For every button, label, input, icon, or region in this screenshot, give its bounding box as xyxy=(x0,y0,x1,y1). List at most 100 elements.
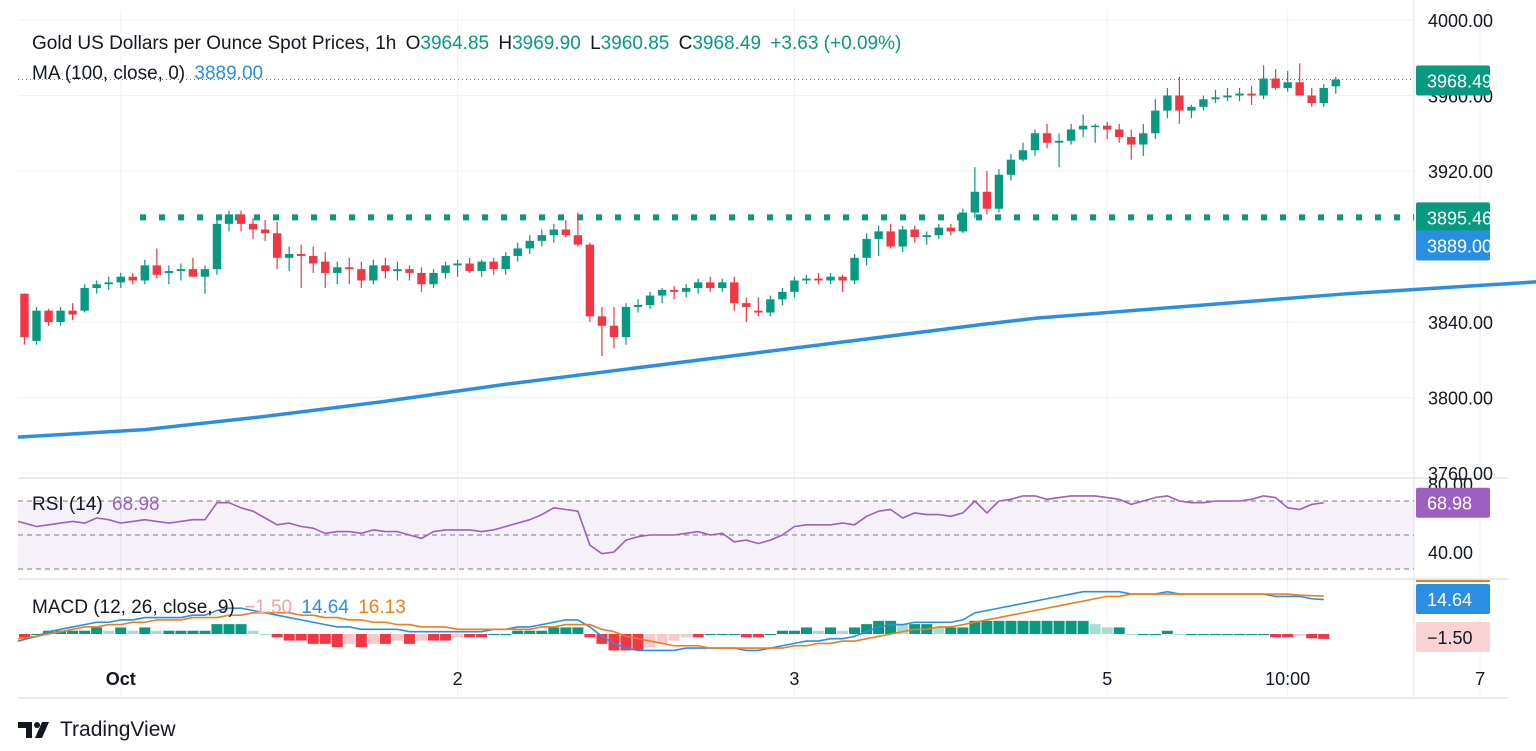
candle[interactable] xyxy=(1078,114,1088,138)
candle[interactable] xyxy=(706,276,715,292)
candle[interactable] xyxy=(441,261,450,279)
candle[interactable] xyxy=(164,265,174,285)
macd-legend[interactable]: MACD (12, 26, close, 9) −1.50 14.64 16.1… xyxy=(32,597,410,619)
candle[interactable] xyxy=(1295,63,1304,96)
candle[interactable] xyxy=(20,293,29,345)
candle[interactable] xyxy=(934,223,943,239)
candle[interactable] xyxy=(1018,142,1028,162)
candle[interactable] xyxy=(802,274,811,285)
candle[interactable] xyxy=(1331,76,1340,94)
candle[interactable] xyxy=(1030,129,1040,156)
candle[interactable] xyxy=(104,276,113,290)
candle[interactable] xyxy=(922,231,931,245)
candle[interactable] xyxy=(597,306,607,356)
candle[interactable] xyxy=(1115,123,1124,143)
candle[interactable] xyxy=(309,246,318,273)
candle[interactable] xyxy=(1103,121,1112,139)
candle[interactable] xyxy=(669,286,679,300)
candle[interactable] xyxy=(417,267,426,292)
candle[interactable] xyxy=(970,167,980,219)
candle[interactable] xyxy=(188,257,198,277)
candle[interactable] xyxy=(92,280,101,294)
candle[interactable] xyxy=(537,229,546,247)
ma-badge[interactable]: 3889.00 xyxy=(1416,230,1492,261)
ma-legend[interactable]: MA (100, close, 0) 3889.00 xyxy=(32,63,267,85)
candle[interactable] xyxy=(176,263,186,281)
candle[interactable] xyxy=(1006,154,1016,181)
candle[interactable] xyxy=(212,216,222,275)
candle[interactable] xyxy=(272,221,282,270)
candle[interactable] xyxy=(1283,70,1292,92)
candle[interactable] xyxy=(381,257,390,279)
candle[interactable] xyxy=(742,297,751,322)
last-price-badge[interactable]: 3968.49 xyxy=(1416,65,1492,96)
candle[interactable] xyxy=(910,225,919,243)
candle[interactable] xyxy=(1139,123,1148,156)
candle[interactable] xyxy=(1151,99,1160,139)
candle[interactable] xyxy=(513,242,522,262)
candle[interactable] xyxy=(958,208,968,234)
candle[interactable] xyxy=(68,303,77,321)
candle[interactable] xyxy=(140,259,149,285)
candle[interactable] xyxy=(838,274,847,292)
candle[interactable] xyxy=(1175,76,1184,124)
candle[interactable] xyxy=(200,265,210,294)
rsi-pane[interactable] xyxy=(17,495,1414,570)
candle[interactable] xyxy=(621,303,631,345)
candle[interactable] xyxy=(826,272,835,285)
candle[interactable] xyxy=(766,295,775,317)
candle[interactable] xyxy=(778,288,787,306)
rsi-line[interactable] xyxy=(17,495,1324,555)
candle[interactable] xyxy=(1187,104,1196,119)
tradingview-logo[interactable]: TradingView xyxy=(18,718,176,742)
candle[interactable] xyxy=(128,272,137,285)
macd-line[interactable] xyxy=(17,590,1324,652)
candle[interactable] xyxy=(1235,87,1244,102)
candle[interactable] xyxy=(585,242,595,322)
candle[interactable] xyxy=(345,257,354,285)
ma-100-line[interactable] xyxy=(17,230,1536,439)
candle[interactable] xyxy=(369,259,378,285)
candle[interactable] xyxy=(1223,87,1232,102)
macd-histogram-badge[interactable]: −1.50 xyxy=(1416,622,1490,652)
candle[interactable] xyxy=(982,171,992,215)
price-pane[interactable] xyxy=(17,63,1536,439)
candle[interactable] xyxy=(994,169,1004,213)
candle[interactable] xyxy=(814,272,823,285)
candle[interactable] xyxy=(1247,86,1256,105)
macd-line-badge[interactable]: 14.64 xyxy=(1416,584,1490,614)
candle[interactable] xyxy=(1259,65,1268,100)
candle[interactable] xyxy=(850,254,859,285)
candle[interactable] xyxy=(730,276,739,311)
candle[interactable] xyxy=(489,257,498,275)
candle[interactable] xyxy=(1319,84,1328,107)
candle[interactable] xyxy=(561,220,571,238)
candle[interactable] xyxy=(333,261,342,285)
candle[interactable] xyxy=(152,248,162,279)
candle[interactable] xyxy=(1066,123,1076,145)
macd-pane[interactable] xyxy=(17,590,1330,652)
candle[interactable] xyxy=(1090,123,1100,143)
candle[interactable] xyxy=(1211,89,1220,104)
candle[interactable] xyxy=(886,223,895,249)
candle[interactable] xyxy=(1042,123,1052,149)
symbol-title[interactable]: Gold US Dollars per Ounce Spot Prices, 1… xyxy=(32,33,397,54)
candle[interactable] xyxy=(946,223,956,236)
candle[interactable] xyxy=(754,297,763,317)
candle[interactable] xyxy=(116,272,125,289)
macd-signal-line[interactable] xyxy=(17,593,1324,649)
candle[interactable] xyxy=(657,288,667,304)
candle[interactable] xyxy=(573,212,583,247)
candle[interactable] xyxy=(1271,69,1280,90)
candle[interactable] xyxy=(465,257,474,273)
candle[interactable] xyxy=(718,278,727,292)
candle[interactable] xyxy=(56,306,65,326)
candle[interactable] xyxy=(609,306,619,349)
candle[interactable] xyxy=(633,299,643,313)
candle[interactable] xyxy=(321,252,330,289)
candle[interactable] xyxy=(236,210,246,232)
rsi-legend[interactable]: RSI (14) 68.98 xyxy=(32,494,164,516)
candle[interactable] xyxy=(1307,87,1316,107)
